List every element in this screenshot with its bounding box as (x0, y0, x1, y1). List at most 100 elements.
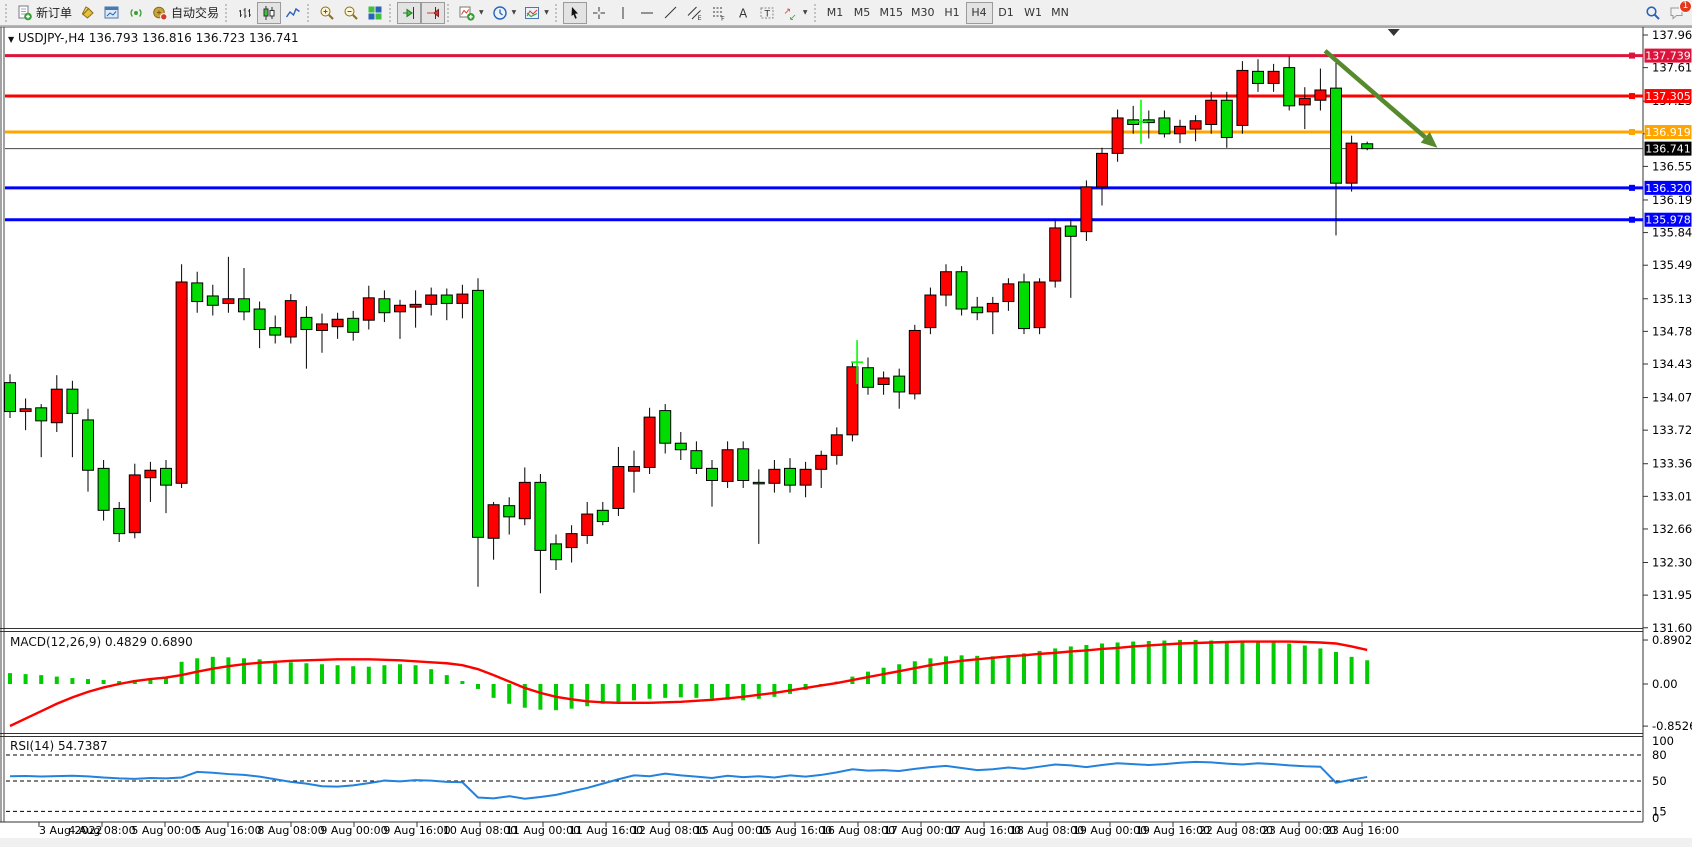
timeframe-W1[interactable]: W1 (1020, 2, 1047, 24)
candle-body (1049, 227, 1062, 282)
toolbar-grip (389, 3, 393, 22)
time-tick-label: 11 Aug 16:00 (569, 824, 643, 837)
toolbar: 新订单 自动交易 ▼ ▼ ▼ E F A T ↗ ↙ ▼ M1 M5 M15 M30 H1 H4 D1 W1 MN 1 (0, 0, 1692, 26)
symbol-dropdown-icon[interactable]: ▼ (8, 35, 15, 44)
candle-body (721, 449, 734, 482)
timeframe-M1[interactable]: M1 (822, 2, 849, 24)
crosshair-button[interactable] (587, 2, 611, 24)
macd-histogram-bar (1302, 645, 1307, 684)
trend-arrow-head[interactable] (1420, 132, 1438, 148)
timeframe-H4[interactable]: H4 (965, 1, 993, 24)
line-chart-icon (285, 7, 300, 17)
candle-body (472, 289, 484, 538)
macd-label: MACD(12,26,9) 0.4829 0.6890 (10, 635, 193, 649)
timeframe-M15[interactable]: M15 (876, 2, 908, 24)
arrows-button[interactable]: ↗ ↙ ▼ (779, 2, 812, 24)
macd-histogram-bar (710, 684, 714, 699)
candle-body (35, 407, 48, 422)
time-tick-label: 17 Aug 16:00 (947, 824, 1021, 837)
candle-body (1345, 142, 1358, 184)
candle-body (893, 375, 906, 393)
auto-scroll-button[interactable] (397, 1, 422, 24)
templates-button[interactable]: ▼ (520, 2, 553, 24)
level-line-handle[interactable] (1629, 129, 1635, 136)
macd-histogram-bar (1115, 642, 1120, 684)
timeframe-M30[interactable]: M30 (907, 2, 939, 24)
market-watch-button[interactable] (100, 2, 124, 24)
timeframe-MN[interactable]: MN (1047, 2, 1074, 24)
macd-histogram-bar (210, 656, 215, 684)
level-line-handle[interactable] (1629, 184, 1635, 191)
macd-histogram-bar (912, 661, 917, 684)
macd-histogram-bar (101, 680, 106, 684)
macd-histogram-bar (616, 684, 621, 702)
chart-shift-button[interactable] (421, 1, 446, 24)
fibonacci-button[interactable]: F (707, 2, 731, 24)
bid-price-label (1644, 141, 1692, 156)
macd-histogram-bar (788, 684, 792, 694)
indicators-button[interactable]: ▼ (455, 2, 488, 24)
macd-histogram-bar (944, 656, 948, 684)
macd-histogram-bar (304, 663, 309, 684)
candle-body (82, 419, 94, 471)
price-tick-label: 133.360 (1652, 457, 1692, 471)
macd-histogram-bar (1256, 642, 1260, 684)
label-button[interactable]: T (755, 2, 779, 24)
candle-body (1236, 69, 1249, 126)
candle-body (1033, 281, 1046, 329)
new-order-button[interactable]: 新订单 (13, 2, 76, 24)
line-chart-button[interactable] (281, 2, 305, 24)
candle-body (628, 466, 640, 472)
candle-body (612, 466, 625, 509)
vertical-line-button[interactable] (611, 2, 635, 24)
zoom-out-button[interactable] (339, 2, 363, 24)
timeframe-D1[interactable]: D1 (993, 2, 1020, 24)
auto-trading-button[interactable]: 自动交易 (148, 2, 223, 24)
bar-chart-button[interactable] (233, 2, 257, 24)
periods-button[interactable]: ▼ (488, 2, 521, 24)
trend-arrow-line[interactable] (1323, 49, 1427, 140)
macd-histogram-bar (1022, 653, 1026, 684)
chat-button[interactable]: 1 (1665, 0, 1692, 24)
level-line-handle[interactable] (1629, 216, 1635, 223)
macd-histogram-bar (429, 669, 434, 684)
crosshair-icon (592, 6, 605, 19)
timeframe-H1[interactable]: H1 (939, 2, 966, 24)
chart-shift-icon (427, 6, 440, 19)
candle-body (1174, 125, 1186, 135)
candle-body (284, 300, 297, 338)
level-line-handle[interactable] (1629, 93, 1635, 100)
candlestick-button[interactable] (257, 1, 282, 24)
macd-histogram-bar (1193, 640, 1198, 684)
candle-body (862, 367, 874, 388)
timeframe-M5[interactable]: M5 (849, 2, 876, 24)
level-price-label (1644, 180, 1692, 195)
macd-histogram-bar (1131, 641, 1136, 684)
candle-body (66, 388, 79, 414)
macd-histogram-bar (600, 684, 605, 704)
rsi-tick-label: 50 (1652, 774, 1667, 788)
cursor-button[interactable] (562, 1, 587, 24)
horizontal-line-button[interactable] (635, 2, 659, 24)
candle-body (425, 294, 438, 305)
macd-histogram-bar (1318, 648, 1323, 684)
text-button[interactable]: A (731, 2, 755, 24)
toolbar-grip (5, 3, 9, 22)
trendline-button[interactable] (659, 2, 683, 24)
search-button[interactable] (1641, 2, 1665, 24)
macd-histogram-bar (460, 681, 465, 684)
shift-end-marker[interactable] (1387, 29, 1400, 36)
macd-histogram-bar (975, 655, 980, 684)
channel-button[interactable]: E (683, 2, 707, 24)
tile-windows-button[interactable] (363, 2, 387, 24)
channel-icon: E (687, 6, 702, 21)
macd-histogram-bar (54, 676, 59, 684)
macd-histogram-bar (881, 667, 886, 684)
zoom-in-button[interactable] (315, 2, 339, 24)
macd-histogram-bar (538, 684, 543, 710)
styles-button[interactable] (76, 2, 100, 24)
broadcast-button[interactable] (124, 2, 148, 24)
level-line-handle[interactable] (1629, 52, 1635, 59)
button-label: H1 (944, 6, 960, 19)
